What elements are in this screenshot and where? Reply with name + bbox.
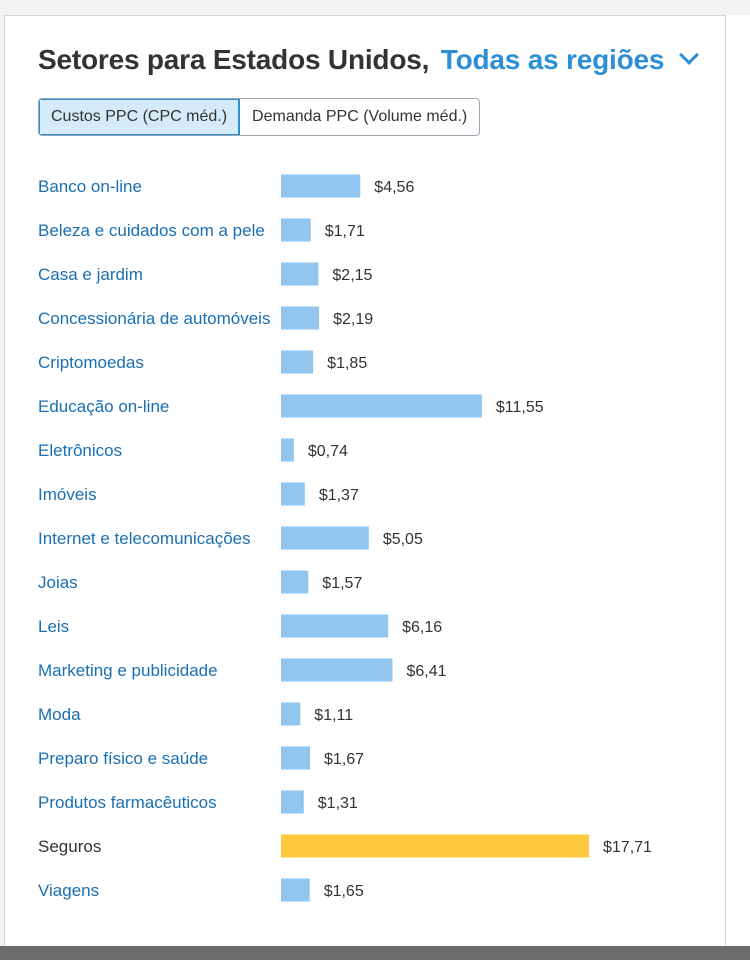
sectors-card — [4, 15, 726, 960]
panel-edge — [726, 15, 750, 960]
region-dropdown[interactable]: Todas as regiões — [440, 44, 700, 75]
value-label: $2,19 — [333, 311, 373, 328]
value-label: $1,65 — [324, 883, 364, 900]
bar — [281, 614, 389, 638]
bar — [281, 394, 482, 418]
value-label: $11,55 — [496, 399, 544, 416]
category-label[interactable]: Moda — [38, 705, 81, 724]
title-prefix: Setores para Estados Unidos, — [38, 44, 430, 75]
bar — [281, 262, 319, 286]
category-label[interactable]: Viagens — [38, 881, 99, 900]
value-label: $1,11 — [314, 707, 353, 724]
toggle-cpc[interactable]: Custos PPC (CPC méd.) — [39, 99, 241, 135]
bar — [281, 174, 361, 198]
value-label: $6,41 — [406, 663, 446, 680]
bar — [281, 834, 589, 858]
bar — [281, 306, 320, 330]
category-label[interactable]: Leis — [38, 617, 69, 636]
value-label: $1,67 — [324, 751, 364, 768]
value-label: $2,15 — [332, 267, 372, 284]
page-title: Setores para Estados Unidos, Todas as re… — [38, 44, 700, 76]
category-label[interactable]: Casa e jardim — [38, 265, 143, 284]
bar — [281, 658, 393, 682]
category-label[interactable]: Beleza e cuidados com a pele — [38, 221, 265, 240]
bar — [281, 438, 294, 462]
value-label: $1,71 — [325, 223, 365, 240]
category-label[interactable]: Concessionária de automóveis — [38, 309, 270, 328]
category-label[interactable]: Produtos farmacêuticos — [38, 793, 217, 812]
category-label[interactable]: Banco on-line — [38, 177, 142, 196]
bar — [281, 702, 301, 726]
value-label: $1,37 — [319, 487, 359, 504]
category-label[interactable]: Joias — [38, 573, 78, 592]
value-label: $1,85 — [327, 355, 367, 372]
bar — [281, 482, 305, 506]
bar — [281, 790, 304, 814]
bar — [281, 746, 311, 770]
category-label[interactable]: Internet e telecomunicações — [38, 529, 251, 548]
category-label[interactable]: Educação on-line — [38, 397, 169, 416]
bar — [281, 878, 310, 902]
footer-bar — [0, 946, 750, 960]
bar — [281, 570, 309, 594]
value-label: $5,05 — [383, 531, 423, 548]
category-label[interactable]: Eletrônicos — [38, 441, 122, 460]
category-label[interactable]: Imóveis — [38, 485, 97, 504]
value-label: $0,74 — [308, 443, 348, 460]
value-label: $1,57 — [322, 575, 362, 592]
bar — [281, 218, 311, 242]
value-label: $4,56 — [374, 179, 414, 196]
bar — [281, 526, 369, 550]
category-label[interactable]: Preparo físico e saúde — [38, 749, 208, 768]
toggle-volume[interactable]: Demanda PPC (Volume méd.) — [240, 99, 480, 135]
value-label: $1,31 — [318, 795, 358, 812]
region-label: Todas as regiões — [440, 44, 665, 75]
metric-toggle: Custos PPC (CPC méd.) Demanda PPC (Volum… — [38, 98, 481, 136]
value-label: $17,71 — [603, 839, 652, 856]
bar — [281, 350, 314, 374]
category-label: Seguros — [38, 837, 101, 856]
category-label[interactable]: Criptomoedas — [38, 353, 144, 372]
value-label: $6,16 — [402, 619, 442, 636]
category-label[interactable]: Marketing e publicidade — [38, 661, 218, 680]
